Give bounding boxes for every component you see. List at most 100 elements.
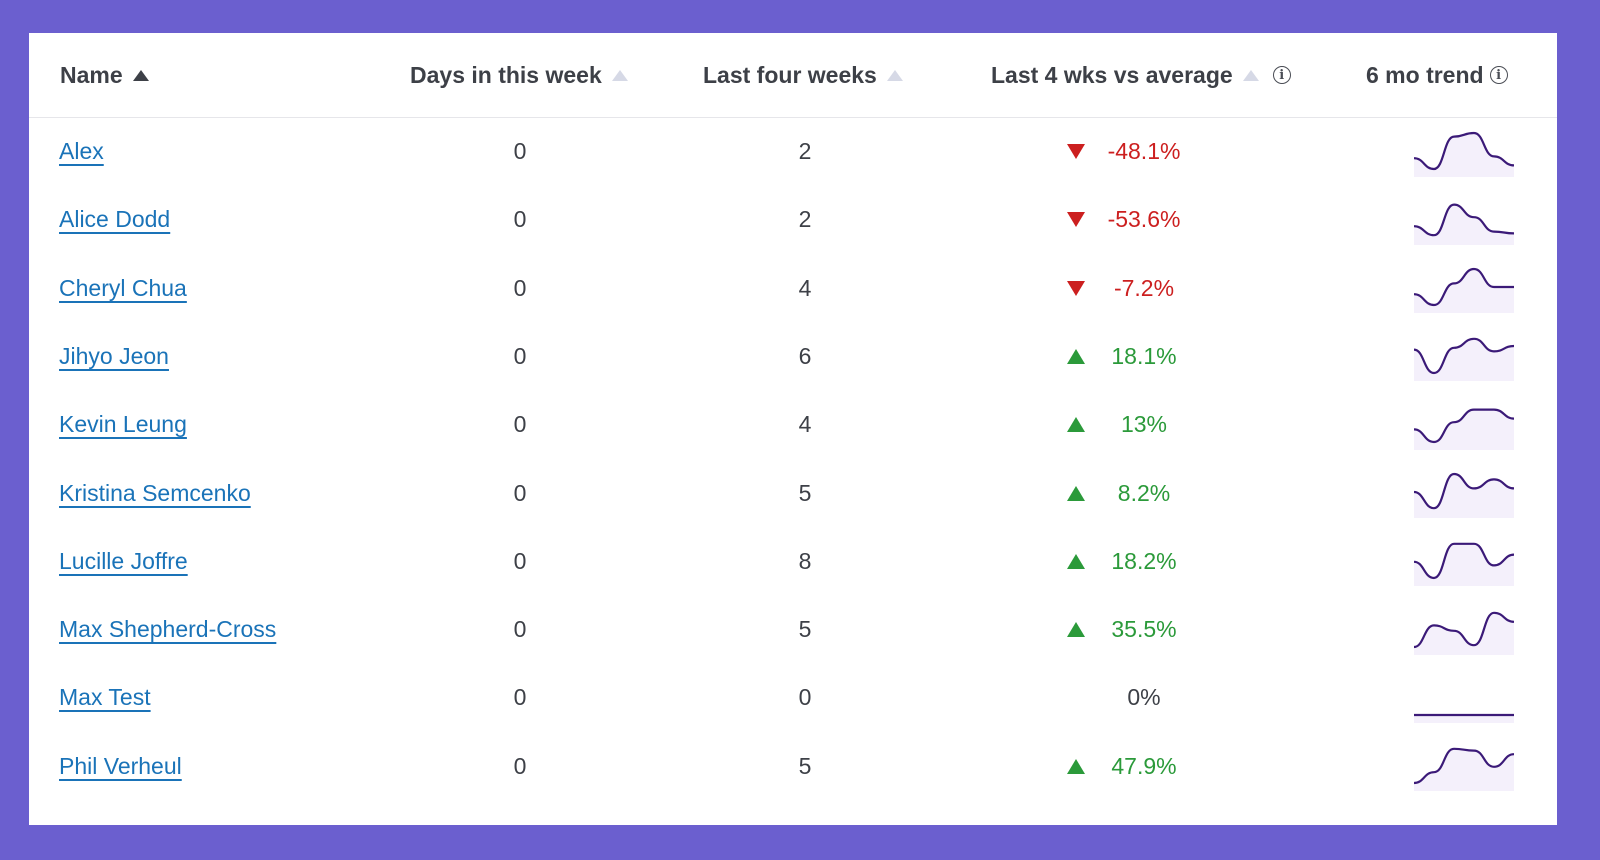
table-row: Alex 0 2 -48.1% (29, 117, 1557, 186)
sparkline-line (1413, 203, 1515, 237)
vs-average-value: 8.2% (1117, 479, 1171, 506)
table-row: Kevin Leung 0 4 13% (29, 390, 1557, 459)
days-this-week-cell: 0 (513, 547, 527, 574)
sort-ascending-icon[interactable] (132, 69, 149, 81)
trend-down-icon (1063, 212, 1089, 228)
last-four-weeks-cell: 4 (798, 411, 812, 438)
person-name-cell: Alex (59, 117, 104, 186)
info-icon[interactable]: i (1272, 66, 1291, 84)
sparkline-line (1413, 408, 1515, 443)
sort-icon[interactable] (611, 69, 628, 81)
person-name-cell: Cheryl Chua (59, 254, 187, 323)
vs-average-value: 18.2% (1111, 547, 1177, 574)
days-this-week-cell: 0 (513, 479, 527, 506)
days-this-week-cell: 0 (513, 206, 527, 233)
person-name-cell: Phil Verheul (59, 732, 182, 801)
vs-average-value: 0% (1127, 684, 1161, 711)
trend-sparkline-cell (1412, 117, 1522, 186)
column-header-days-label: Days in this week (410, 61, 602, 88)
sparkline-area (1414, 409, 1514, 450)
vs-average-cell: 35.5% (1063, 595, 1263, 664)
person-name-link[interactable]: Phil Verheul (59, 752, 182, 779)
person-name-cell: Alice Dodd (59, 185, 170, 254)
column-header-trend-label: 6 mo trend (1366, 61, 1484, 88)
vs-average-value: 35.5% (1111, 616, 1177, 643)
sparkline-area (1414, 714, 1514, 723)
last-four-weeks-cell: 8 (798, 547, 812, 574)
vs-average-value: -48.1% (1107, 138, 1181, 164)
column-header-last-four-weeks-label: Last four weeks (703, 61, 877, 88)
vs-average-value: 13% (1120, 411, 1168, 438)
column-header-name[interactable]: Name (60, 55, 149, 95)
sparkline-line (1413, 542, 1515, 580)
trend-sparkline (1413, 611, 1515, 655)
sort-icon[interactable] (886, 69, 903, 81)
trend-down-icon (1063, 144, 1089, 159)
column-header-days[interactable]: Days in this week (410, 55, 628, 95)
sparkline-area (1414, 474, 1514, 518)
person-name-cell: Kevin Leung (59, 390, 187, 459)
last-four-weeks-cell: 4 (798, 274, 812, 301)
trend-sparkline (1413, 747, 1515, 792)
info-icon[interactable]: i (1489, 66, 1508, 84)
trend-sparkline (1413, 203, 1515, 245)
vs-average-cell: -7.2% (1063, 254, 1263, 323)
person-name-link[interactable]: Max Test (59, 684, 151, 711)
person-name-cell: Kristina Semcenko (59, 459, 251, 528)
person-name-link[interactable]: Max Shepherd-Cross (59, 616, 277, 643)
trend-sparkline-cell (1412, 322, 1522, 391)
trend-down-icon (1063, 280, 1089, 296)
days-this-week-cell: 0 (513, 411, 527, 438)
table-row: Kristina Semcenko 0 5 8.2% (29, 459, 1557, 528)
vs-average-cell: -48.1% (1063, 117, 1263, 186)
trend-sparkline-cell (1412, 732, 1522, 801)
vs-average-value: -7.2% (1113, 274, 1175, 301)
column-header-last-four-weeks[interactable]: Last four weeks (703, 55, 903, 95)
trend-sparkline-cell (1412, 185, 1522, 254)
trend-up-icon (1063, 758, 1089, 774)
person-name-cell: Max Test (59, 663, 151, 732)
vs-average-cell: 18.2% (1063, 527, 1263, 596)
person-name-link[interactable]: Kristina Semcenko (59, 479, 251, 506)
sparkline-area (1414, 339, 1514, 382)
column-header-vs-average-label: Last 4 wks vs average (991, 61, 1233, 88)
sparkline-line (1413, 267, 1514, 307)
vs-average-value: 47.9% (1111, 752, 1177, 779)
column-header-name-label: Name (60, 61, 123, 88)
table-row: Phil Verheul 0 5 47.9% (29, 732, 1557, 801)
last-four-weeks-cell: 2 (798, 138, 812, 164)
trend-sparkline-cell (1412, 663, 1522, 732)
column-header-trend: 6 mo trend i (1366, 55, 1508, 95)
person-name-link[interactable]: Alice Dodd (59, 206, 171, 233)
sparkline-line (1413, 131, 1515, 170)
days-this-week-cell: 0 (513, 684, 527, 711)
trend-up-icon (1063, 622, 1089, 638)
person-name-cell: Jihyo Jeon (59, 322, 169, 391)
vs-average-cell: 13% (1063, 390, 1263, 459)
person-name-link[interactable]: Alex (59, 138, 104, 164)
trend-sparkline (1413, 267, 1514, 314)
vs-average-cell: 18.1% (1063, 322, 1263, 391)
trend-sparkline-cell (1412, 595, 1522, 664)
days-this-week-cell: 0 (513, 616, 527, 643)
trend-up-icon (1063, 553, 1089, 569)
sparkline-line (1413, 611, 1515, 648)
last-four-weeks-cell: 6 (798, 342, 812, 369)
person-name-link[interactable]: Kevin Leung (59, 411, 187, 438)
last-four-weeks-cell: 5 (798, 752, 812, 779)
person-name-cell: Lucille Joffre (59, 527, 188, 596)
person-name-link[interactable]: Lucille Joffre (59, 547, 188, 574)
trend-sparkline-cell (1412, 390, 1522, 459)
days-this-week-cell: 0 (513, 342, 527, 369)
days-this-week-cell: 0 (513, 138, 527, 164)
person-name-link[interactable]: Cheryl Chua (59, 274, 187, 301)
sparkline-area (1414, 132, 1514, 177)
trend-sparkline (1413, 542, 1515, 587)
column-header-vs-average[interactable]: Last 4 wks vs average i (991, 55, 1291, 95)
trend-sparkline-cell (1412, 527, 1522, 596)
person-name-link[interactable]: Jihyo Jeon (59, 342, 169, 369)
vs-average-cell: -53.6% (1063, 185, 1263, 254)
trend-sparkline-cell (1412, 459, 1522, 528)
sparkline-line (1413, 747, 1515, 785)
sort-icon[interactable] (1242, 69, 1259, 81)
